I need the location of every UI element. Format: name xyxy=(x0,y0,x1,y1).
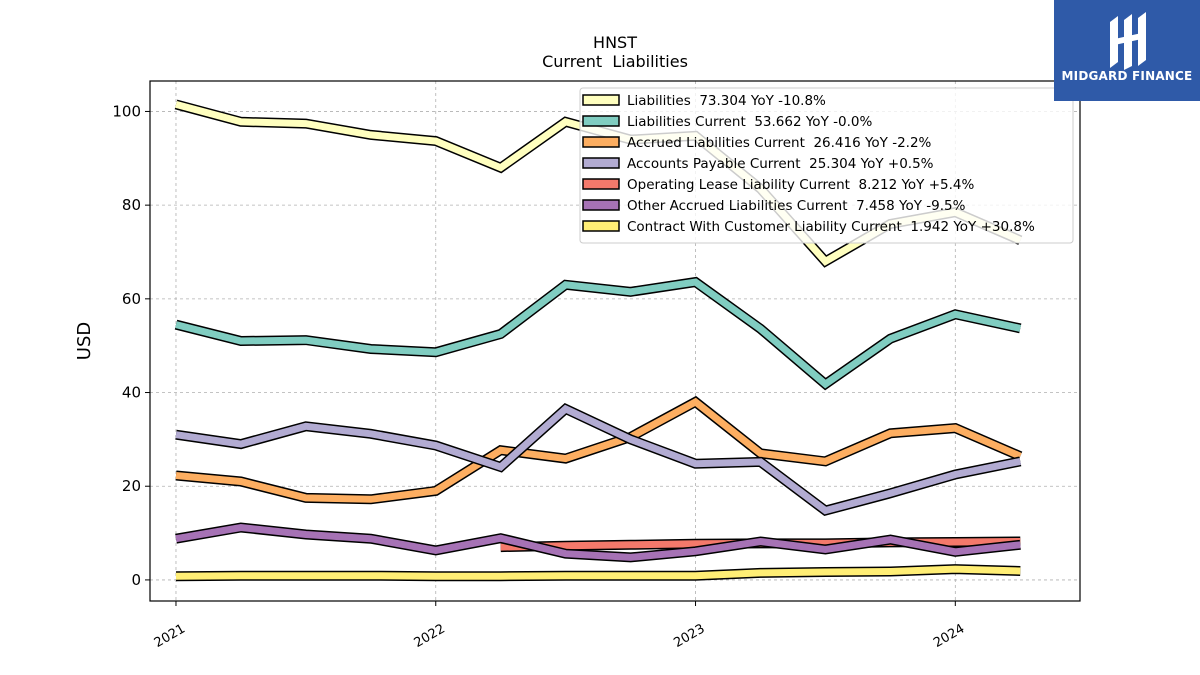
chart-title: HNST xyxy=(593,33,637,52)
midgard-finance-logo: MIDGARD FINANCE xyxy=(1054,0,1200,101)
legend-swatch xyxy=(582,115,620,127)
legend: Liabilities 73.304 YoY -10.8% Liabilities… xyxy=(579,87,1074,244)
legend-label: Operating Lease Liability Current 8.212 … xyxy=(627,177,974,193)
x-tick-label: 2024 xyxy=(931,621,967,651)
y-tick-label: 20 xyxy=(122,477,141,495)
legend-swatch xyxy=(582,94,620,106)
logo-mark-icon xyxy=(1110,12,1146,70)
y-tick-label: 0 xyxy=(131,571,141,589)
legend-label: Contract With Customer Liability Current… xyxy=(627,219,1035,235)
plot-frame xyxy=(149,80,1081,602)
y-tick-label: 40 xyxy=(122,384,141,402)
y-tick-label: 100 xyxy=(112,102,141,120)
series-stroke xyxy=(175,565,1021,580)
legend-label: Accrued Liabilities Current 26.416 YoY -… xyxy=(627,135,932,151)
y-tick-label: 60 xyxy=(122,290,141,308)
logo-text: MIDGARD FINANCE xyxy=(1061,69,1193,83)
x-tick-label: 2021 xyxy=(152,621,188,651)
series-stroke xyxy=(175,397,1022,503)
legend-label: Liabilities 73.304 YoY -10.8% xyxy=(627,93,826,109)
series-stroke xyxy=(175,404,1021,515)
series-line-2 xyxy=(175,395,1023,505)
legend-swatch xyxy=(582,136,620,148)
y-axis-label: USD xyxy=(74,322,95,360)
legend-label: Accounts Payable Current 25.304 YoY +0.5… xyxy=(627,156,934,172)
legend-swatch xyxy=(582,178,620,190)
series-outline xyxy=(174,276,1022,391)
series-layer xyxy=(174,99,1023,582)
x-tick-label: 2022 xyxy=(412,621,448,651)
legend-label: Other Accrued Liabilities Current 7.458 … xyxy=(627,198,966,214)
x-tick-label: 2023 xyxy=(671,621,707,651)
series-line-6 xyxy=(175,564,1021,582)
legend-swatch xyxy=(582,199,620,211)
y-tick-label: 80 xyxy=(122,196,141,214)
series-stroke xyxy=(175,523,1021,561)
legend-swatch xyxy=(582,220,620,232)
legend-label: Liabilities Current 53.662 YoY -0.0% xyxy=(627,114,872,130)
series-line-1 xyxy=(174,276,1022,391)
legend-box xyxy=(579,87,1074,244)
legend-swatch xyxy=(582,157,620,169)
series-stroke xyxy=(175,278,1022,389)
series-line-3 xyxy=(175,402,1022,517)
chart-subtitle: Current Liabilities xyxy=(542,52,688,71)
series-line-5 xyxy=(175,522,1021,563)
